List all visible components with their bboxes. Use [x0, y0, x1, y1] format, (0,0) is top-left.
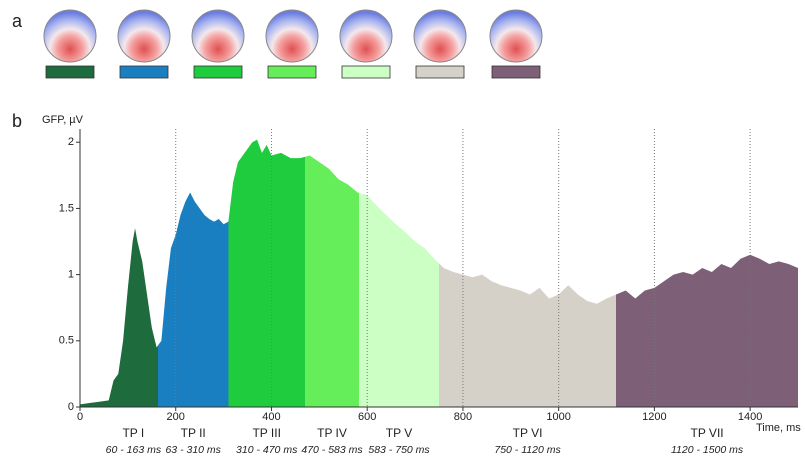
y-tick-label: 1	[68, 269, 74, 281]
segment-range: 583 - 750 ms	[368, 444, 430, 456]
y-tick-label: 1.5	[59, 202, 74, 214]
segment-name: TP III	[252, 426, 280, 440]
legend-swatch	[415, 65, 465, 79]
topomap	[489, 9, 543, 63]
topomap	[413, 9, 467, 63]
topomap	[43, 9, 97, 63]
x-tick-label: 800	[454, 411, 472, 423]
x-tick-label: 1200	[642, 411, 666, 423]
legend-swatch	[491, 65, 541, 79]
panel-label: a	[12, 11, 23, 31]
topomap	[339, 9, 393, 63]
panel-label: b	[12, 111, 22, 131]
segment-range: 60 - 163 ms	[106, 444, 162, 456]
topomap	[117, 9, 171, 63]
x-tick-label: 0	[77, 411, 83, 423]
topographic-maps	[43, 9, 543, 63]
segment-range: 63 - 310 ms	[165, 444, 221, 456]
segment-name: TP VII	[690, 426, 723, 440]
legend-swatch	[119, 65, 169, 79]
segment-range: 470 - 583 ms	[301, 444, 363, 456]
x-tick-label: 600	[358, 411, 376, 423]
segment-range: 310 - 470 ms	[236, 444, 298, 456]
legend-swatch	[45, 65, 95, 79]
x-tick-label: 200	[167, 411, 185, 423]
x-tick-label: 1400	[738, 411, 762, 423]
legend-swatch	[267, 65, 317, 79]
segment-name: TP V	[386, 426, 412, 440]
topomap	[265, 9, 319, 63]
legend-swatch	[341, 65, 391, 79]
gfp-area	[80, 139, 798, 407]
legend-swatch	[193, 65, 243, 79]
segment-name: TP II	[181, 426, 206, 440]
segment-name: TP VI	[513, 426, 543, 440]
topomap	[191, 9, 245, 63]
y-axis-label: GFP, µV	[42, 114, 84, 126]
segment-range: 750 - 1120 ms	[494, 444, 561, 456]
segment-range: 1120 - 1500 ms	[671, 444, 744, 456]
y-tick-label: 2	[68, 136, 74, 148]
segment-name: TP IV	[317, 426, 347, 440]
y-tick-label: 0	[68, 401, 74, 413]
x-tick-label: 400	[262, 411, 280, 423]
x-tick-label: 1000	[546, 411, 570, 423]
x-axis-label: Time, ms	[756, 422, 801, 434]
segment-name: TP I	[122, 426, 144, 440]
y-tick-label: 0.5	[59, 335, 74, 347]
